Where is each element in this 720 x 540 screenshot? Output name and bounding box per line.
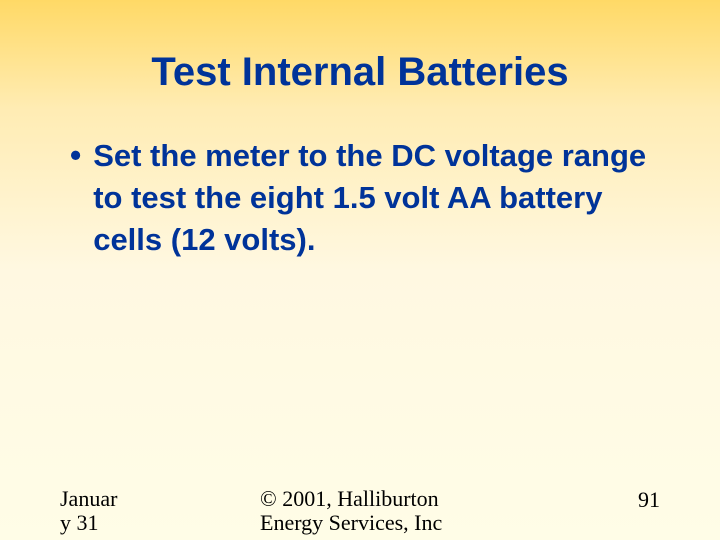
footer-date-line2: y 31 — [60, 510, 99, 535]
bullet-item: • Set the meter to the DC voltage range … — [70, 135, 660, 261]
slide-footer: Januar y 31 © 2001, Halliburton Energy S… — [0, 487, 720, 540]
footer-copyright: © 2001, Halliburton Energy Services, Inc — [150, 487, 600, 535]
bullet-text: Set the meter to the DC voltage range to… — [93, 135, 660, 261]
slide-content: • Set the meter to the DC voltage range … — [60, 135, 660, 261]
slide-title: Test Internal Batteries — [60, 50, 660, 95]
footer-date: Januar y 31 — [60, 487, 150, 535]
footer-date-line1: Januar — [60, 486, 117, 511]
bullet-marker: • — [70, 135, 81, 177]
footer-copyright-line2: Energy Services, Inc — [260, 510, 442, 535]
footer-copyright-line1: © 2001, Halliburton — [260, 486, 439, 511]
footer-page-number: 91 — [600, 487, 660, 513]
slide: Test Internal Batteries • Set the meter … — [0, 0, 720, 540]
